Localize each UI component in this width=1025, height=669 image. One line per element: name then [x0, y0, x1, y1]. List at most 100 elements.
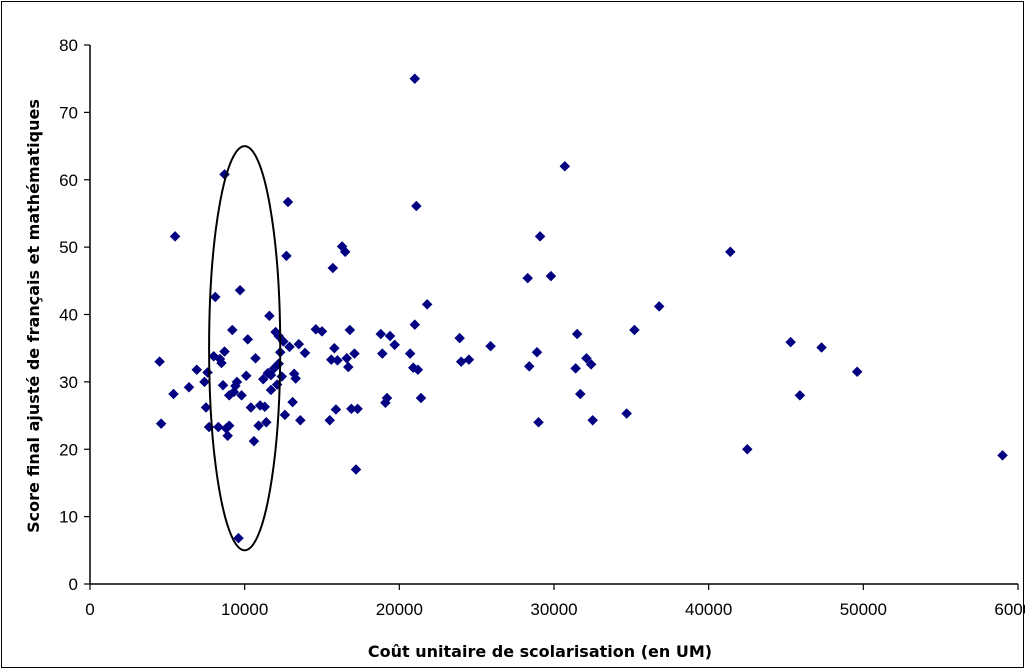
- data-point: [570, 363, 582, 374]
- data-point: [381, 392, 393, 404]
- data-point: [222, 430, 234, 442]
- data-point: [463, 354, 475, 365]
- data-point: [581, 352, 592, 364]
- data-point: [415, 392, 427, 404]
- y-tick-label: 30: [59, 373, 78, 392]
- data-point: [257, 373, 269, 385]
- x-tick-label: 30000: [530, 600, 577, 619]
- data-point: [276, 371, 288, 382]
- x-tick-label: 10000: [221, 600, 268, 619]
- x-tick-label: 40000: [685, 600, 732, 619]
- data-point: [260, 416, 272, 428]
- data-point: [329, 342, 340, 354]
- data-point: [264, 310, 275, 322]
- data-point: [316, 325, 328, 337]
- x-axis-label: Coût unitaire de scolarisation (en UM): [368, 642, 712, 661]
- data-point: [233, 532, 244, 544]
- data-point: [259, 401, 271, 413]
- data-point: [191, 364, 203, 376]
- data-point: [209, 291, 221, 303]
- data-point: [213, 421, 224, 433]
- data-point: [293, 338, 305, 350]
- data-point: [724, 246, 736, 258]
- data-point: [485, 340, 496, 352]
- data-point: [219, 346, 230, 357]
- data-point: [168, 388, 179, 400]
- y-tick-label: 20: [59, 440, 78, 459]
- data-point: [454, 332, 466, 344]
- y-tick-label: 80: [59, 36, 78, 55]
- data-point: [409, 319, 421, 330]
- data-point: [375, 328, 387, 340]
- data-point: [587, 414, 599, 426]
- data-point: [281, 250, 292, 262]
- data-point: [816, 342, 827, 353]
- data-point: [332, 354, 343, 366]
- data-point: [455, 356, 467, 368]
- data-points: [154, 73, 1008, 544]
- data-point: [653, 301, 665, 312]
- data-point: [349, 348, 360, 359]
- y-tick-label: 0: [69, 575, 78, 594]
- data-point: [199, 376, 210, 388]
- data-point: [273, 358, 285, 370]
- data-point: [299, 347, 311, 359]
- data-point: [217, 379, 229, 391]
- data-point: [265, 384, 277, 396]
- data-point: [412, 364, 424, 376]
- axes: [84, 44, 1019, 590]
- data-point: [290, 373, 302, 384]
- y-axis-label: Score final ajusté de français et mathém…: [24, 99, 43, 533]
- x-tick-label: 60000: [994, 600, 1025, 619]
- data-point: [741, 443, 753, 455]
- data-point: [384, 330, 396, 342]
- data-point: [236, 389, 247, 401]
- data-point: [226, 324, 238, 336]
- x-tick-label: 0: [85, 600, 94, 619]
- data-point: [200, 402, 212, 413]
- data-point: [571, 328, 583, 340]
- data-point: [324, 414, 336, 426]
- data-point: [404, 348, 416, 359]
- data-point: [574, 388, 586, 400]
- y-tick-label: 50: [59, 238, 78, 257]
- data-point: [223, 420, 235, 432]
- data-point: [253, 420, 264, 432]
- data-point: [234, 284, 246, 296]
- data-point: [352, 403, 363, 415]
- data-point: [282, 196, 294, 208]
- data-point: [533, 416, 544, 428]
- data-point: [245, 402, 257, 413]
- data-point: [279, 409, 291, 421]
- data-point: [559, 160, 571, 172]
- tick-labels: 0 10 20 30 40 50 60 70 80 0 10000 20000 30000 40000 50…: [59, 36, 1025, 619]
- data-point: [342, 361, 354, 373]
- data-point: [522, 272, 534, 284]
- data-point: [242, 334, 254, 345]
- data-point: [794, 389, 806, 401]
- y-tick-label: 60: [59, 171, 78, 190]
- data-point: [183, 381, 195, 393]
- data-point: [154, 356, 165, 368]
- data-point: [376, 348, 388, 359]
- data-point: [523, 361, 535, 372]
- x-tick-label: 20000: [376, 600, 423, 619]
- data-point: [294, 414, 306, 426]
- data-point: [409, 73, 421, 85]
- data-point: [785, 336, 796, 348]
- data-point: [410, 200, 422, 212]
- data-point: [330, 404, 342, 415]
- y-tick-label: 10: [59, 508, 78, 527]
- data-point: [851, 366, 863, 378]
- data-point: [585, 359, 597, 370]
- data-point: [216, 357, 227, 369]
- data-point: [155, 418, 167, 430]
- y-tick-label: 70: [59, 103, 78, 122]
- data-point: [389, 339, 401, 351]
- data-point: [202, 367, 213, 378]
- data-point: [169, 230, 181, 242]
- data-point: [545, 270, 557, 282]
- data-point: [531, 346, 543, 358]
